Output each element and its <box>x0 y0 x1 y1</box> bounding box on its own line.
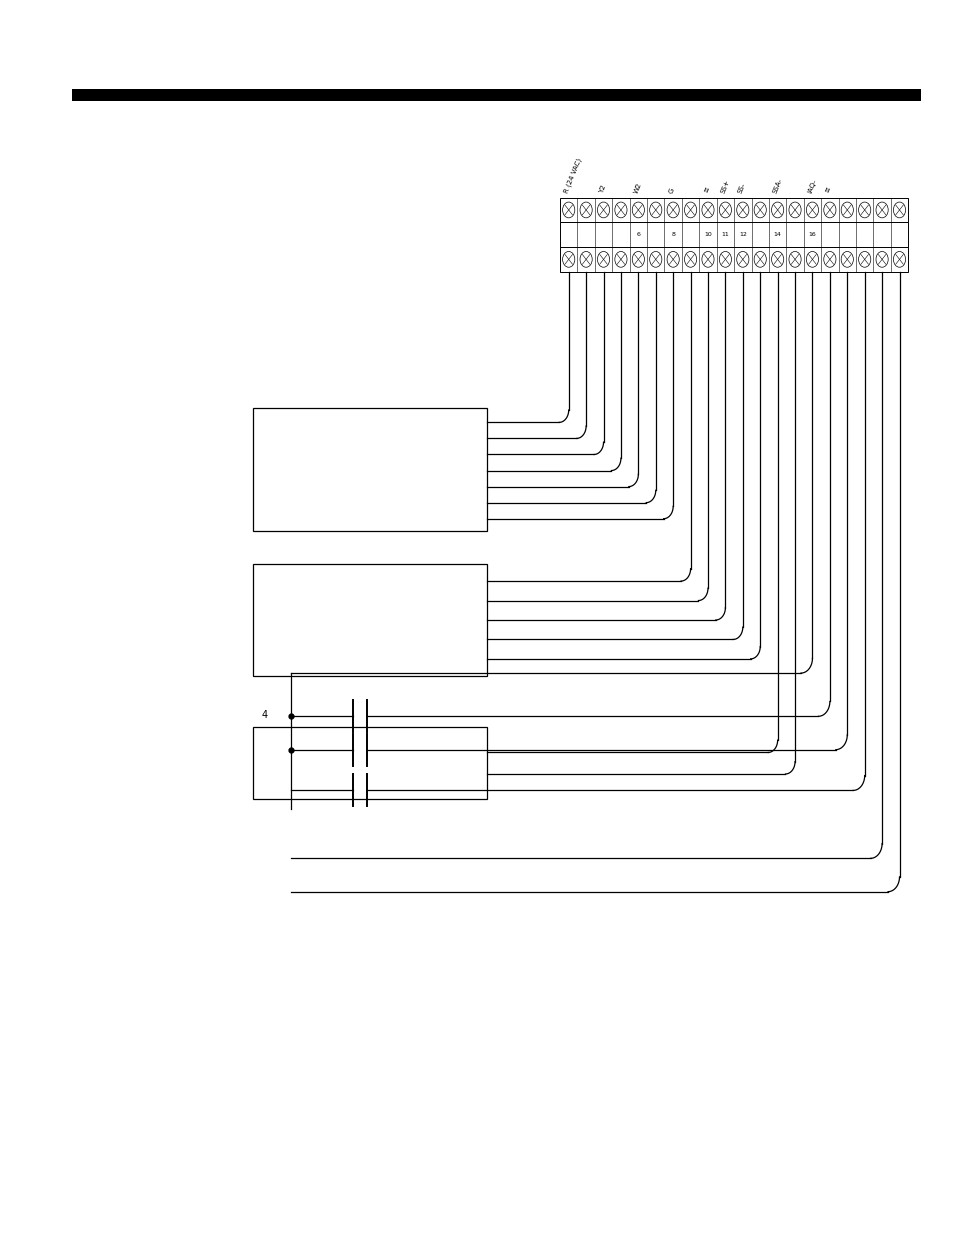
Text: ≡: ≡ <box>823 186 831 194</box>
Bar <box>71 89 920 101</box>
Bar <box>559 222 907 247</box>
Text: G: G <box>667 186 675 194</box>
Text: 11: 11 <box>720 232 728 237</box>
Text: 16: 16 <box>808 232 816 237</box>
Text: SS+: SS+ <box>720 178 730 194</box>
Text: 14: 14 <box>773 232 781 237</box>
Text: SSA-: SSA- <box>771 177 782 194</box>
Text: W2: W2 <box>632 182 642 194</box>
Bar <box>253 408 486 531</box>
Text: IAQ-: IAQ- <box>806 178 817 194</box>
Text: 6: 6 <box>636 232 639 237</box>
Text: 10: 10 <box>703 232 711 237</box>
Text: SS-: SS- <box>737 182 746 194</box>
Text: 12: 12 <box>738 232 746 237</box>
Text: 8: 8 <box>671 232 675 237</box>
Bar <box>559 198 907 222</box>
Text: Y2: Y2 <box>598 184 606 194</box>
Text: 4: 4 <box>261 710 267 720</box>
Bar <box>559 247 907 272</box>
Text: R (24 VAC): R (24 VAC) <box>562 157 582 194</box>
Bar <box>253 727 486 799</box>
Bar <box>253 564 486 676</box>
Text: ≡: ≡ <box>701 186 709 194</box>
